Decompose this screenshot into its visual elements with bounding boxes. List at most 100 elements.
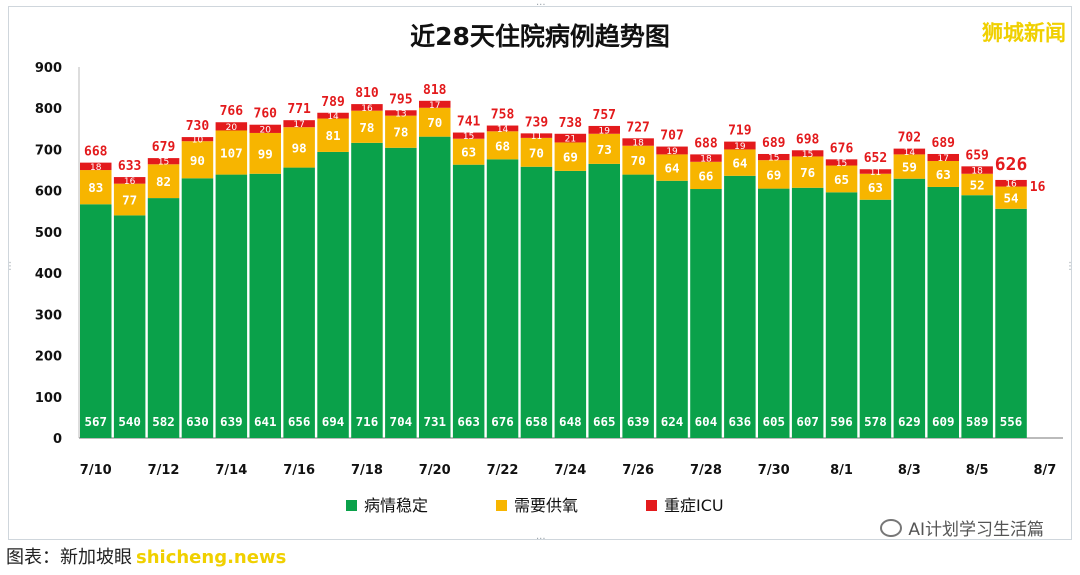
bar-segment — [961, 166, 993, 174]
bar-segment — [724, 141, 756, 150]
bar-segment — [249, 132, 281, 174]
bar-segment — [385, 110, 417, 116]
bar-segment — [656, 154, 688, 181]
bar-total-label: 795 — [389, 92, 412, 107]
bar-value-label: 78 — [393, 125, 408, 140]
source-text: 图表：新加坡眼 — [6, 547, 132, 568]
bar-value-label: 604 — [695, 414, 718, 429]
bar-segment — [690, 189, 722, 438]
bar-value-label: 15 — [158, 158, 169, 168]
bar-value-label: 578 — [864, 414, 887, 429]
bar-value-label: 665 — [593, 414, 616, 429]
bar-value-label: 20 — [226, 123, 238, 133]
bar-segment — [147, 158, 180, 165]
bar-value-label: 83 — [88, 180, 103, 195]
resize-handle-left-icon[interactable]: ⋮ — [5, 261, 15, 272]
bar-value-label: 78 — [359, 120, 374, 135]
legend-swatch — [346, 500, 357, 511]
bar-value-label: 66 — [698, 168, 713, 183]
bar-segment — [452, 132, 485, 139]
bar-value-label: 63 — [461, 145, 476, 160]
bar-segment — [690, 161, 722, 190]
bar-value-label: 14 — [327, 112, 339, 122]
bar-value-label: 63 — [936, 167, 951, 182]
bar-total-label: 633 — [118, 159, 141, 174]
bar-total-label: 760 — [254, 107, 278, 122]
bar-segment — [452, 138, 485, 165]
bar-segment — [758, 153, 790, 161]
bar-value-label: 90 — [190, 153, 205, 168]
bar-value-label: 65 — [834, 172, 849, 187]
bar-value-label: 16 — [124, 177, 136, 187]
bar-total-label: 789 — [321, 95, 344, 110]
bar-total-label: 719 — [728, 124, 751, 139]
bar-value-label: 11 — [531, 132, 542, 142]
bar-value-label: 11 — [870, 168, 881, 178]
bar-segment — [317, 151, 349, 438]
bar-value-label: 694 — [322, 414, 345, 429]
bar-segment — [283, 127, 315, 168]
bar-value-label: 15 — [463, 132, 474, 142]
bar-value-label: 716 — [356, 414, 379, 429]
resize-handle-top-icon[interactable]: ··· — [536, 0, 546, 11]
bar-segment — [283, 120, 315, 128]
plot-area: 0 100 200 300 400 500 600 700 800 900 567 83 18 668 54… — [35, 61, 1063, 478]
resize-handle-bottom-icon[interactable]: ··· — [536, 534, 546, 545]
bar-segment — [961, 195, 993, 438]
bar-value-label: 18 — [971, 167, 983, 177]
bar-value-label: 15 — [836, 159, 847, 169]
bar-value-label: 16 — [1030, 180, 1046, 195]
resize-handle-right-icon[interactable]: ⋮ — [1065, 261, 1075, 272]
legend-label: 需要供氧 — [514, 496, 578, 515]
bar-value-label: 582 — [152, 414, 175, 429]
bar-segment — [588, 125, 620, 134]
bar-value-label: 81 — [326, 128, 341, 143]
chart-footer: 图表：新加坡眼 shicheng.news — [6, 543, 286, 569]
bar-value-label: 77 — [122, 193, 137, 208]
bar-value-label: 82 — [156, 174, 171, 189]
bar-value-label: 639 — [220, 414, 243, 429]
x-tick-label: 7/28 — [690, 463, 722, 478]
bar-segment — [351, 104, 383, 111]
bar-value-label: 639 — [627, 414, 650, 429]
bar-segment — [825, 192, 858, 438]
bar-value-label: 99 — [258, 146, 273, 161]
bar-value-label: 15 — [802, 150, 813, 160]
bar-value-label: 63 — [868, 180, 883, 195]
bar-value-label: 73 — [597, 142, 612, 157]
bar-value-label: 18 — [90, 163, 102, 173]
bar-segment — [147, 198, 180, 438]
x-tick-label: 7/22 — [487, 463, 519, 478]
bar-value-label: 98 — [292, 140, 307, 155]
bar-value-label: 648 — [559, 414, 582, 429]
bar-total-label: 707 — [660, 129, 683, 144]
bar-segment — [113, 215, 146, 438]
chart-title: 近28天住院病例趋势图 — [410, 22, 670, 51]
x-tick-label: 7/20 — [419, 463, 451, 478]
bar-segment — [520, 133, 553, 138]
y-tick-label: 200 — [35, 350, 62, 365]
bar-segment — [724, 149, 756, 176]
bar-value-label: 596 — [830, 414, 853, 429]
bar-segment — [317, 112, 349, 119]
bar-segment — [486, 159, 519, 439]
bar-value-label: 567 — [84, 414, 107, 429]
bar-segment — [113, 177, 146, 184]
y-tick-label: 700 — [35, 143, 62, 158]
x-tick-label: 8/3 — [898, 463, 921, 478]
x-tick-label: 7/24 — [554, 463, 586, 478]
bar-segment — [317, 118, 349, 152]
bar-segment — [961, 173, 993, 196]
bar-value-label: 17 — [938, 154, 949, 164]
bar-value-label: 605 — [762, 414, 785, 429]
bar-segment — [758, 188, 790, 438]
y-tick-label: 600 — [35, 185, 62, 200]
bar-segment — [283, 167, 315, 439]
bar-segment — [80, 162, 112, 171]
bar-segment — [622, 174, 654, 438]
bar-total-label: 626 — [995, 154, 1028, 175]
bar-value-label: 69 — [766, 167, 781, 182]
bar-value-label: 609 — [932, 414, 955, 429]
bar-segment — [588, 133, 620, 164]
bar-value-label: 624 — [661, 414, 684, 429]
